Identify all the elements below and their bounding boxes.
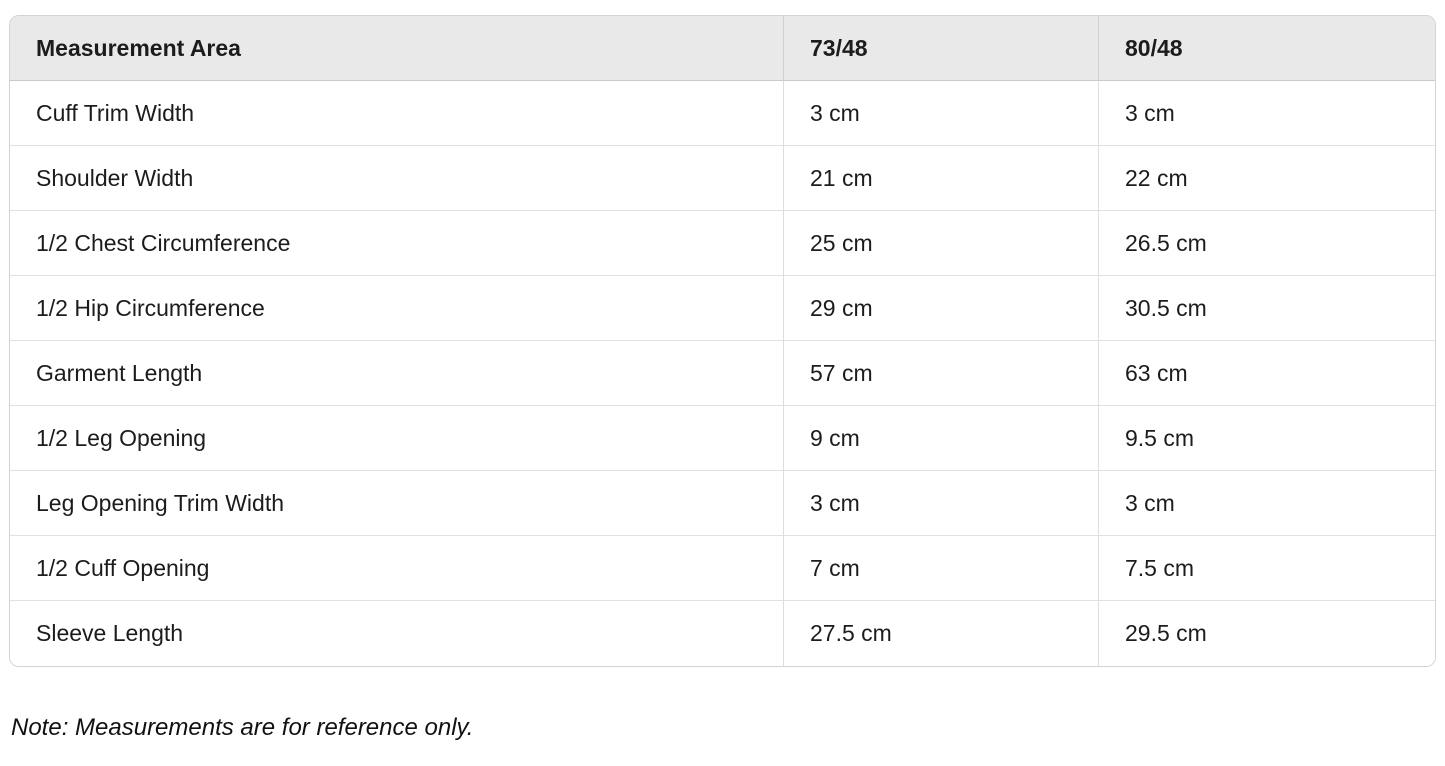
header-row: Measurement Area 73/48 80/48 — [10, 16, 1435, 81]
measurement-area-cell: 1/2 Hip Circumference — [10, 276, 783, 341]
size-73-48-cell: 3 cm — [783, 81, 1098, 146]
size-chart-table: Measurement Area 73/48 80/48 Cuff Trim W… — [9, 15, 1436, 667]
table-row: Cuff Trim Width 3 cm 3 cm — [10, 81, 1435, 146]
table-row: 1/2 Cuff Opening 7 cm 7.5 cm — [10, 536, 1435, 601]
measurement-area-cell: 1/2 Cuff Opening — [10, 536, 783, 601]
measurement-area-cell: Garment Length — [10, 341, 783, 406]
column-header-size-73-48: 73/48 — [783, 16, 1098, 81]
size-73-48-cell: 7 cm — [783, 536, 1098, 601]
size-80-48-cell: 7.5 cm — [1098, 536, 1435, 601]
table-body: Cuff Trim Width 3 cm 3 cm Shoulder Width 21 … — [10, 81, 1435, 666]
table-row: 1/2 Hip Circumference 29 cm 30.5 cm — [10, 276, 1435, 341]
size-80-48-cell: 3 cm — [1098, 81, 1435, 146]
table-row: 1/2 Leg Opening 9 cm 9.5 cm — [10, 406, 1435, 471]
table-row: Leg Opening Trim Width 3 cm 3 cm — [10, 471, 1435, 536]
size-73-48-cell: 27.5 cm — [783, 601, 1098, 666]
table-row: Garment Length 57 cm 63 cm — [10, 341, 1435, 406]
table-header: Measurement Area 73/48 80/48 — [10, 16, 1435, 81]
size-80-48-cell: 9.5 cm — [1098, 406, 1435, 471]
size-73-48-cell: 21 cm — [783, 146, 1098, 211]
column-header-measurement-area: Measurement Area — [10, 16, 783, 81]
size-73-48-cell: 3 cm — [783, 471, 1098, 536]
measurement-area-cell: Shoulder Width — [10, 146, 783, 211]
table-row: Sleeve Length 27.5 cm 29.5 cm — [10, 601, 1435, 666]
size-73-48-cell: 29 cm — [783, 276, 1098, 341]
size-73-48-cell: 9 cm — [783, 406, 1098, 471]
measurement-area-cell: Leg Opening Trim Width — [10, 471, 783, 536]
size-80-48-cell: 26.5 cm — [1098, 211, 1435, 276]
table-row: Shoulder Width 21 cm 22 cm — [10, 146, 1435, 211]
size-73-48-cell: 25 cm — [783, 211, 1098, 276]
measurement-area-cell: Cuff Trim Width — [10, 81, 783, 146]
size-73-48-cell: 57 cm — [783, 341, 1098, 406]
note-text: Note: Measurements are for reference onl… — [11, 714, 474, 741]
size-80-48-cell: 3 cm — [1098, 471, 1435, 536]
size-80-48-cell: 63 cm — [1098, 341, 1435, 406]
measurement-area-cell: 1/2 Chest Circumference — [10, 211, 783, 276]
size-80-48-cell: 29.5 cm — [1098, 601, 1435, 666]
size-80-48-cell: 22 cm — [1098, 146, 1435, 211]
measurement-area-cell: 1/2 Leg Opening — [10, 406, 783, 471]
column-header-size-80-48: 80/48 — [1098, 16, 1435, 81]
table-row: 1/2 Chest Circumference 25 cm 26.5 cm — [10, 211, 1435, 276]
size-80-48-cell: 30.5 cm — [1098, 276, 1435, 341]
measurement-area-cell: Sleeve Length — [10, 601, 783, 666]
